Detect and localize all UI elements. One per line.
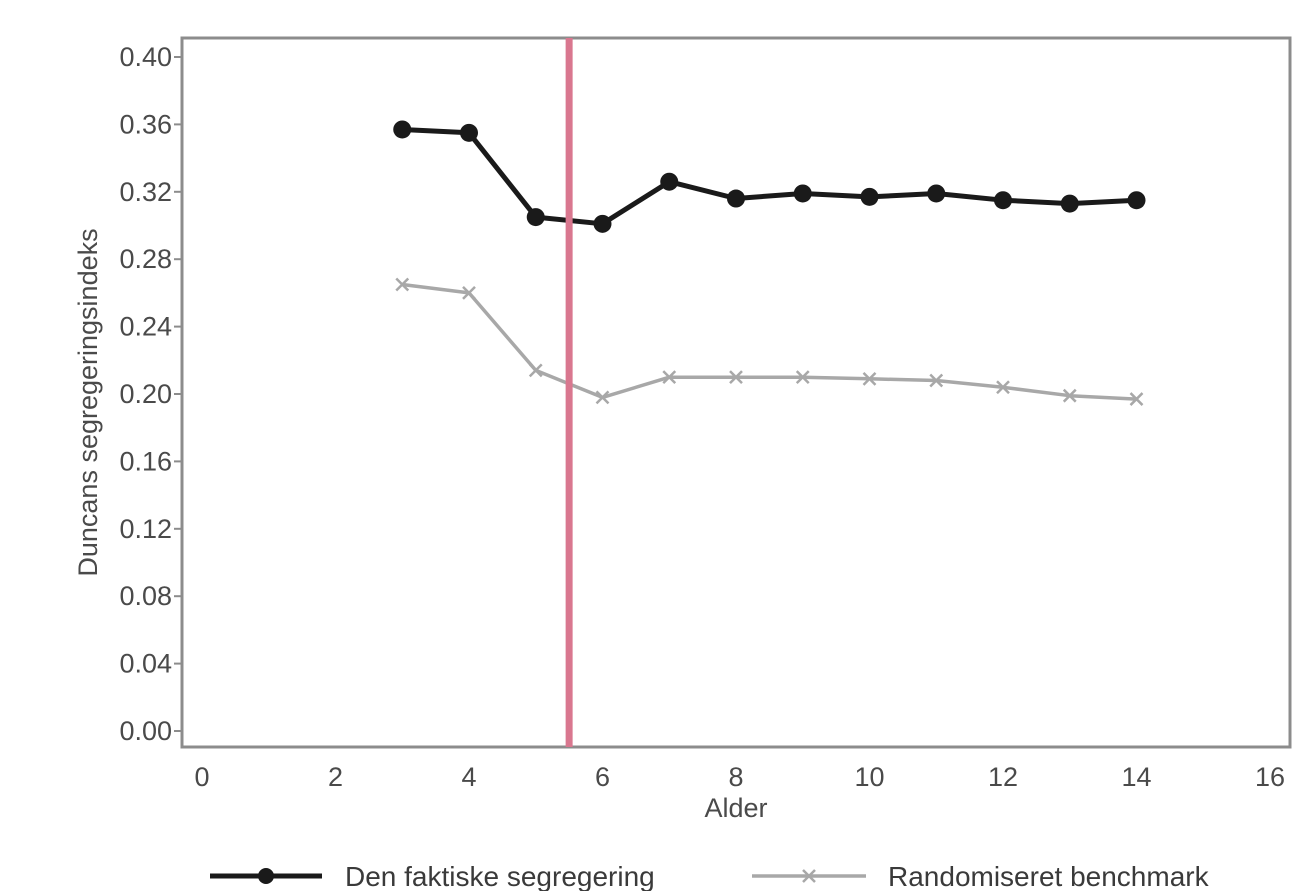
- y-tick-label: 0.24: [119, 312, 172, 342]
- plot-frame: [180, 36, 1292, 749]
- y-tick-label: 0.32: [119, 177, 172, 207]
- y-tick-label: 0.08: [119, 581, 172, 611]
- data-point-benchmark: [729, 370, 743, 385]
- y-tick-label: 0.04: [119, 649, 172, 679]
- data-point-actual: [994, 191, 1012, 210]
- data-point-benchmark: [862, 371, 877, 386]
- x-tick-label: 6: [595, 762, 610, 792]
- y-tick-label: 0.00: [119, 716, 172, 746]
- legend-label-2: Randomiseret benchmark: [888, 861, 1210, 891]
- data-point-benchmark: [1062, 388, 1077, 403]
- x-tick-label: 14: [1121, 762, 1151, 792]
- x-tick-label: 10: [854, 762, 884, 792]
- x-tick-label: 12: [988, 762, 1018, 792]
- data-point-benchmark: [1129, 392, 1144, 406]
- series-line-1: [402, 127, 1137, 227]
- data-point-actual: [727, 189, 745, 208]
- x-tick-label: 16: [1255, 762, 1285, 792]
- y-tick-label: 0.36: [119, 109, 172, 139]
- x-tick-label: 8: [728, 762, 743, 792]
- data-point-actual: [1060, 194, 1079, 213]
- data-point-actual: [393, 120, 412, 139]
- series-line-2: [402, 282, 1137, 401]
- data-point-benchmark: [662, 370, 677, 385]
- data-point-actual: [526, 208, 545, 227]
- data-point-actual: [460, 123, 478, 142]
- data-point-benchmark: [795, 370, 810, 385]
- legend-label-1: Den faktiske segregering: [345, 861, 655, 891]
- data-point-actual: [1127, 191, 1146, 210]
- y-tick-label: 0.12: [119, 514, 172, 544]
- x-tick-label: 4: [461, 762, 476, 792]
- y-tick-label: 0.20: [119, 379, 172, 409]
- x-tick-label: 0: [194, 762, 209, 792]
- data-point-actual: [860, 187, 879, 206]
- data-point-benchmark: [462, 286, 476, 300]
- y-axis-title: Duncans segregeringsindeks: [73, 228, 103, 576]
- y-tick-label: 0.28: [119, 244, 172, 274]
- data-point-actual: [793, 184, 812, 203]
- data-point-actual: [593, 214, 612, 233]
- data-point-actual: [927, 184, 946, 203]
- x-tick-label: 2: [328, 762, 343, 792]
- data-point-benchmark: [595, 390, 610, 405]
- legend-marker-x: [802, 869, 816, 883]
- y-tick-label: 0.16: [119, 446, 172, 476]
- data-point-benchmark: [996, 380, 1010, 395]
- legend: Den faktiske segregering Randomiseret ben…: [210, 861, 1210, 891]
- data-point-benchmark: [929, 373, 944, 388]
- data-point-benchmark: [395, 277, 410, 292]
- legend-marker-circle: [258, 868, 274, 884]
- x-axis-title: Alder: [704, 793, 767, 823]
- y-tick-label: 0.40: [119, 42, 172, 72]
- data-point-actual: [660, 172, 679, 191]
- data-point-benchmark: [528, 363, 543, 378]
